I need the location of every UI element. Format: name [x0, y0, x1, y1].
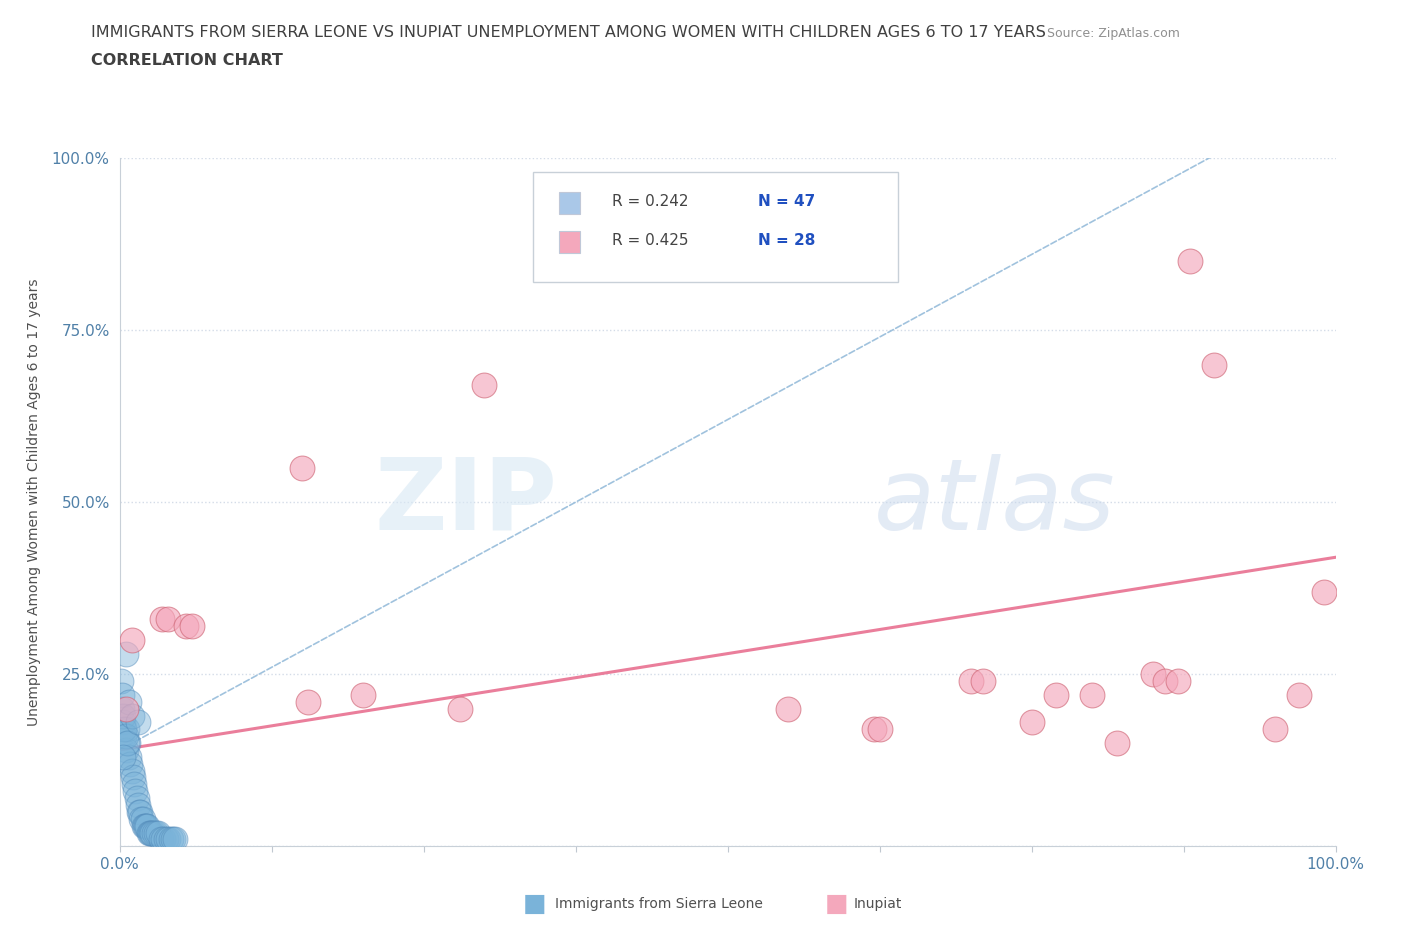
- Point: [157, 832, 180, 847]
- Point: [181, 618, 204, 633]
- Text: N = 47: N = 47: [758, 194, 815, 209]
- FancyBboxPatch shape: [558, 231, 579, 253]
- Point: [1204, 357, 1226, 372]
- Text: Inupiat: Inupiat: [853, 897, 901, 911]
- Text: atlas: atlas: [873, 454, 1115, 551]
- Point: [118, 695, 141, 710]
- Point: [778, 701, 800, 716]
- Point: [114, 701, 136, 716]
- Point: [1045, 687, 1067, 702]
- Point: [136, 818, 159, 833]
- Point: [162, 832, 184, 847]
- Point: [157, 612, 180, 627]
- Point: [125, 790, 148, 805]
- Point: [141, 825, 163, 840]
- Text: ■: ■: [825, 892, 848, 916]
- Text: R = 0.242: R = 0.242: [612, 194, 689, 209]
- Point: [114, 742, 136, 757]
- FancyBboxPatch shape: [533, 172, 898, 282]
- Text: R = 0.425: R = 0.425: [612, 233, 689, 248]
- Text: CORRELATION CHART: CORRELATION CHART: [91, 53, 283, 68]
- Point: [165, 832, 187, 847]
- Point: [1312, 584, 1334, 599]
- Point: [1154, 673, 1177, 688]
- Y-axis label: Unemployment Among Women with Children Ages 6 to 17 years: Unemployment Among Women with Children A…: [27, 278, 41, 726]
- Point: [121, 632, 143, 647]
- Text: Immigrants from Sierra Leone: Immigrants from Sierra Leone: [555, 897, 763, 911]
- Point: [1105, 736, 1128, 751]
- FancyBboxPatch shape: [558, 192, 579, 214]
- Point: [129, 804, 152, 819]
- Point: [139, 825, 162, 840]
- Point: [122, 770, 145, 785]
- Point: [117, 736, 139, 751]
- Text: ■: ■: [523, 892, 546, 916]
- Point: [155, 832, 177, 847]
- Point: [120, 756, 142, 771]
- Point: [150, 612, 173, 627]
- Text: N = 28: N = 28: [758, 233, 815, 248]
- Point: [1021, 715, 1043, 730]
- Point: [112, 722, 135, 737]
- Point: [1167, 673, 1189, 688]
- Point: [1178, 254, 1201, 269]
- Point: [131, 811, 153, 826]
- Point: [472, 378, 496, 392]
- Point: [138, 825, 160, 840]
- Point: [110, 673, 132, 688]
- Point: [112, 729, 135, 744]
- Point: [152, 832, 174, 847]
- Point: [124, 784, 146, 799]
- Point: [114, 646, 136, 661]
- Point: [134, 818, 156, 833]
- Point: [159, 832, 181, 847]
- Point: [131, 811, 153, 826]
- Text: IMMIGRANTS FROM SIERRA LEONE VS INUPIAT UNEMPLOYMENT AMONG WOMEN WITH CHILDREN A: IMMIGRANTS FROM SIERRA LEONE VS INUPIAT …: [91, 25, 1046, 40]
- Point: [115, 736, 138, 751]
- Point: [352, 687, 374, 702]
- Point: [112, 715, 135, 730]
- Point: [132, 818, 155, 833]
- Point: [111, 701, 134, 716]
- Text: ZIP: ZIP: [374, 454, 557, 551]
- Point: [862, 722, 884, 737]
- Point: [115, 722, 138, 737]
- Point: [1081, 687, 1104, 702]
- Point: [128, 804, 150, 819]
- Text: Source: ZipAtlas.com: Source: ZipAtlas.com: [1047, 27, 1181, 40]
- Point: [1264, 722, 1286, 737]
- Point: [112, 708, 135, 723]
- Point: [145, 825, 167, 840]
- Point: [135, 818, 157, 833]
- Point: [1288, 687, 1310, 702]
- Point: [1142, 667, 1164, 682]
- Point: [118, 750, 141, 764]
- Point: [869, 722, 891, 737]
- Point: [121, 708, 143, 723]
- Point: [148, 825, 170, 840]
- Point: [176, 618, 198, 633]
- Point: [139, 825, 162, 840]
- Point: [297, 695, 319, 710]
- Point: [122, 777, 145, 791]
- Point: [112, 750, 135, 764]
- Point: [149, 832, 172, 847]
- Point: [121, 764, 143, 778]
- Point: [142, 825, 165, 840]
- Point: [114, 729, 136, 744]
- Point: [449, 701, 471, 716]
- Point: [959, 673, 981, 688]
- Point: [111, 687, 134, 702]
- Point: [972, 673, 994, 688]
- Point: [127, 715, 149, 730]
- Point: [127, 798, 149, 813]
- Point: [291, 460, 314, 475]
